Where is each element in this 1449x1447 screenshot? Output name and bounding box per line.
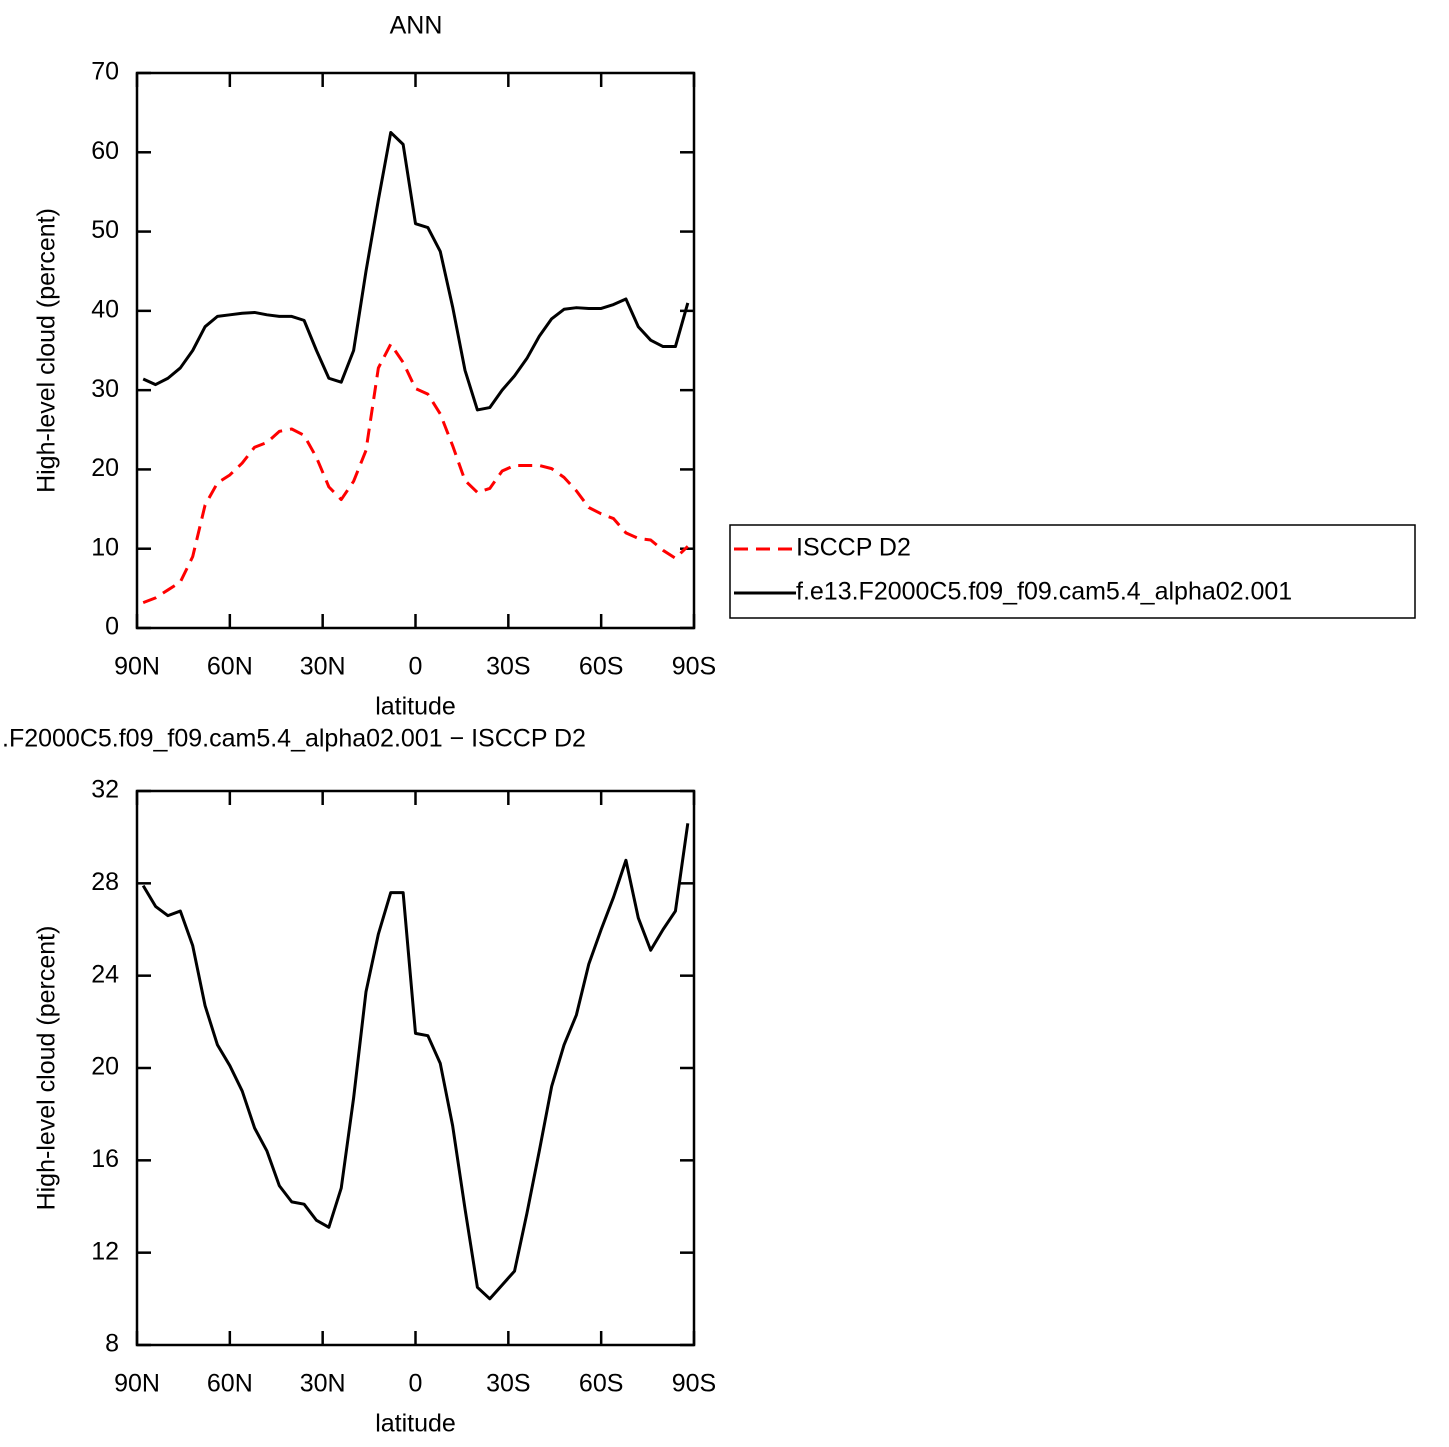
y-tick-label: 8 (105, 1330, 119, 1358)
x-tick-label: 0 (409, 1370, 423, 1398)
x-tick-label: 30S (486, 1370, 530, 1398)
y-tick-label: 16 (91, 1145, 119, 1173)
data-line (142, 342, 689, 605)
legend-label: f.e13.F2000C5.f09_f09.cam5.4_alpha02.001 (796, 578, 1292, 606)
y-tick-label: 10 (91, 533, 119, 561)
x-tick-label: 0 (409, 653, 423, 681)
y-tick-label: 12 (91, 1237, 119, 1265)
y-tick-label: 60 (91, 137, 119, 165)
y-tick-label: 32 (91, 776, 119, 804)
x-tick-label: 60S (579, 653, 623, 681)
chart-title: .F2000C5.f09_f09.cam5.4_alpha02.001 − IS… (2, 725, 586, 753)
y-tick-label: 28 (91, 868, 119, 896)
y-tick-label: 20 (91, 454, 119, 482)
x-axis-label: latitude (375, 1410, 456, 1438)
y-tick-label: 20 (91, 1053, 119, 1081)
y-tick-label: 70 (91, 58, 119, 86)
chart-title: ANN (390, 12, 443, 40)
y-axis-label: High-level cloud (percent) (33, 208, 61, 493)
x-tick-label: 90S (672, 1370, 716, 1398)
legend-box (729, 524, 1416, 619)
x-tick-label: 90S (672, 653, 716, 681)
x-tick-label: 90N (114, 653, 160, 681)
legend-label: ISCCP D2 (796, 534, 911, 562)
y-tick-label: 24 (91, 960, 119, 988)
y-tick-label: 0 (105, 613, 119, 641)
x-tick-label: 30S (486, 653, 530, 681)
data-line (142, 130, 690, 412)
x-tick-label: 60N (207, 653, 253, 681)
x-tick-label: 60N (207, 1370, 253, 1398)
data-line (141, 823, 690, 1301)
y-tick-label: 30 (91, 375, 119, 403)
plot-frame (135, 789, 696, 1347)
y-tick-label: 40 (91, 295, 119, 323)
x-axis-label: latitude (375, 693, 456, 721)
x-tick-label: 30N (300, 653, 346, 681)
x-tick-label: 30N (300, 1370, 346, 1398)
y-tick-label: 50 (91, 216, 119, 244)
x-tick-label: 90N (114, 1370, 160, 1398)
y-axis-label: High-level cloud (percent) (33, 926, 61, 1211)
x-tick-label: 60S (579, 1370, 623, 1398)
plot-frame (135, 71, 696, 630)
